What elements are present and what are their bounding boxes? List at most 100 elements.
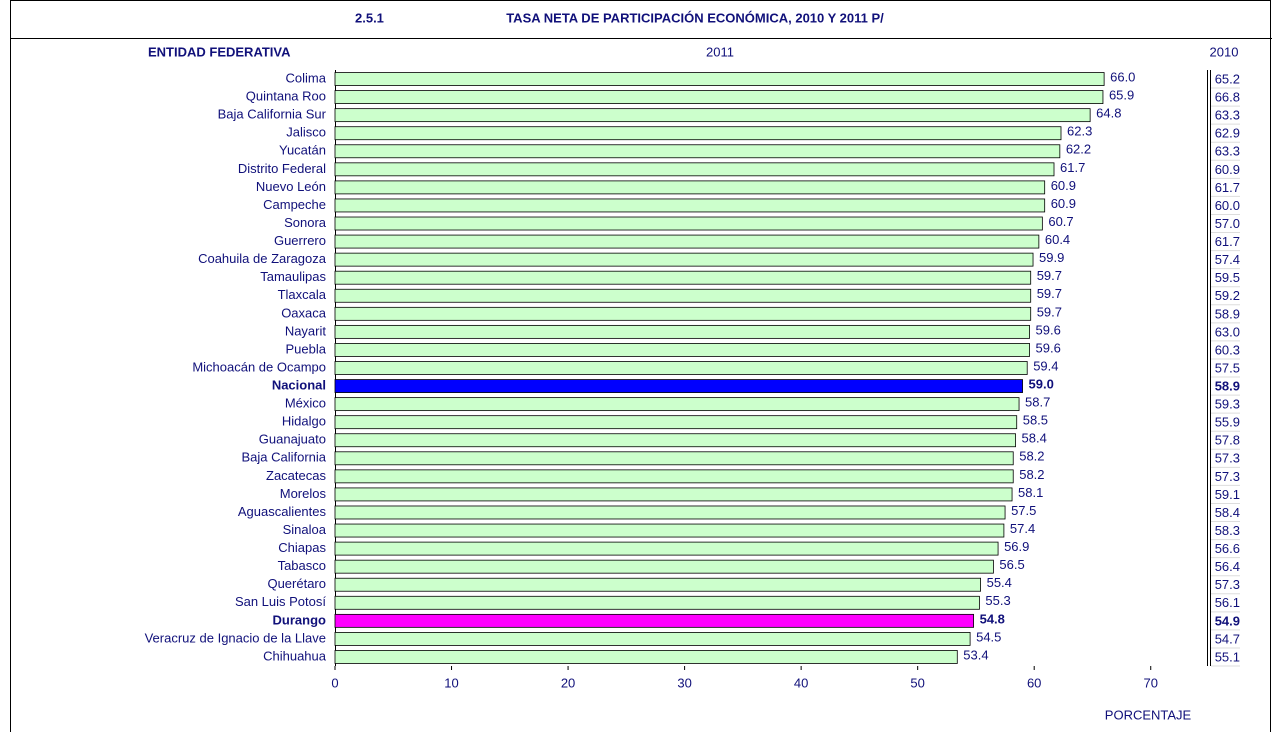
bar (334, 361, 1028, 375)
column-value: 59.1 (1215, 487, 1240, 502)
bar (334, 180, 1046, 195)
value-label: 55.4 (987, 575, 1012, 590)
value-label: 65.9 (1109, 88, 1134, 103)
column-header: 2010 (1210, 44, 1239, 59)
column-value: 63.3 (1215, 144, 1240, 159)
column-value: 57.3 (1215, 577, 1240, 592)
category-label: Puebla (286, 341, 327, 356)
x-tick-label: 40 (794, 675, 808, 690)
x-tick-label: 0 (331, 675, 338, 690)
column-value: 58.3 (1215, 523, 1240, 538)
bar (334, 216, 1043, 231)
bar (334, 252, 1034, 267)
value-label: 61.7 (1060, 160, 1085, 175)
category-label: Jalisco (286, 125, 326, 140)
value-label: 59.9 (1039, 250, 1064, 265)
x-tick-label: 20 (561, 675, 575, 690)
category-header: ENTIDAD FEDERATIVA (148, 44, 291, 59)
column-value: 59.5 (1215, 270, 1240, 285)
category-label: Guanajuato (259, 432, 326, 447)
value-label: 59.6 (1036, 322, 1061, 337)
bar (334, 234, 1040, 249)
bar (334, 632, 971, 646)
category-label: Nayarit (285, 323, 327, 338)
bar (334, 324, 1030, 339)
value-label: 60.9 (1051, 196, 1076, 211)
bar (334, 198, 1046, 213)
bar (334, 306, 1032, 321)
category-label: Baja California (241, 450, 326, 465)
value-label: 59.6 (1036, 340, 1061, 355)
category-label: Quintana Roo (246, 89, 326, 104)
value-label: 59.7 (1037, 304, 1062, 319)
value-label: 54.8 (980, 611, 1005, 626)
category-label: Oaxaca (281, 305, 327, 320)
bar (334, 379, 1023, 393)
value-label: 58.2 (1019, 449, 1044, 464)
category-label: Campeche (263, 197, 326, 212)
category-label: San Luis Potosí (235, 594, 326, 609)
value-label: 59.4 (1033, 358, 1058, 373)
bar (334, 433, 1016, 448)
value-label: 62.3 (1067, 124, 1092, 139)
column-value: 60.0 (1215, 198, 1240, 213)
x-tick-label: 30 (677, 675, 691, 690)
column-value: 54.7 (1215, 631, 1240, 646)
value-label: 66.0 (1110, 69, 1135, 84)
category-label: Chihuahua (263, 648, 327, 663)
column-value: 62.9 (1215, 126, 1240, 141)
bar (334, 288, 1032, 303)
column-value: 58.9 (1215, 306, 1240, 321)
column-value: 63.0 (1215, 324, 1240, 339)
value-label: 54.5 (976, 629, 1001, 644)
value-label: 58.2 (1019, 467, 1044, 482)
value-label: 60.4 (1045, 232, 1070, 247)
category-label: Morelos (280, 486, 327, 501)
x-tick-label: 60 (1027, 675, 1041, 690)
value-label: 58.5 (1023, 413, 1048, 428)
category-label: Tabasco (278, 558, 326, 573)
bar (334, 523, 1005, 538)
value-label: 60.7 (1048, 214, 1073, 229)
column-value: 58.9 (1215, 378, 1240, 393)
category-label: Guerrero (274, 233, 326, 248)
x-tick-label: 10 (444, 675, 458, 690)
column-value: 56.6 (1215, 541, 1240, 556)
series-header: 2011 (706, 44, 734, 59)
column-value: 59.2 (1215, 288, 1240, 303)
column-value: 58.4 (1215, 505, 1240, 520)
column-value: 61.7 (1215, 234, 1240, 249)
category-label: México (285, 396, 326, 411)
value-label: 53.4 (963, 647, 988, 662)
bar (334, 650, 958, 664)
category-label: Aguascalientes (238, 504, 327, 519)
bar (334, 162, 1055, 177)
value-label: 58.7 (1025, 395, 1050, 410)
bar (334, 559, 994, 574)
column-value: 57.5 (1215, 360, 1240, 375)
column-value: 57.0 (1215, 216, 1240, 231)
category-label: Nuevo León (256, 179, 326, 194)
category-label: Tlaxcala (278, 287, 327, 302)
value-label: 56.9 (1004, 539, 1029, 554)
column-value: 56.1 (1215, 595, 1240, 610)
bar (334, 505, 1006, 520)
bar (334, 126, 1062, 141)
bar (334, 144, 1061, 159)
category-label: Nacional (272, 377, 326, 392)
column-value: 57.4 (1215, 252, 1240, 267)
bar (334, 451, 1014, 466)
column-value: 57.3 (1215, 469, 1240, 484)
bar (334, 541, 999, 556)
category-label: Tamaulipas (260, 269, 326, 284)
category-label: Veracruz de Ignacio de la Llave (145, 630, 326, 645)
chart-title: TASA NETA DE PARTICIPACIÓN ECONÓMICA, 20… (506, 10, 884, 25)
category-label: Baja California Sur (218, 107, 327, 122)
bar (334, 577, 981, 592)
bar (334, 613, 975, 628)
x-axis-label: PORCENTAJE (1105, 707, 1192, 722)
column-value: 60.9 (1215, 162, 1240, 177)
category-label: Hidalgo (282, 414, 326, 429)
column-value: 65.2 (1215, 71, 1240, 86)
